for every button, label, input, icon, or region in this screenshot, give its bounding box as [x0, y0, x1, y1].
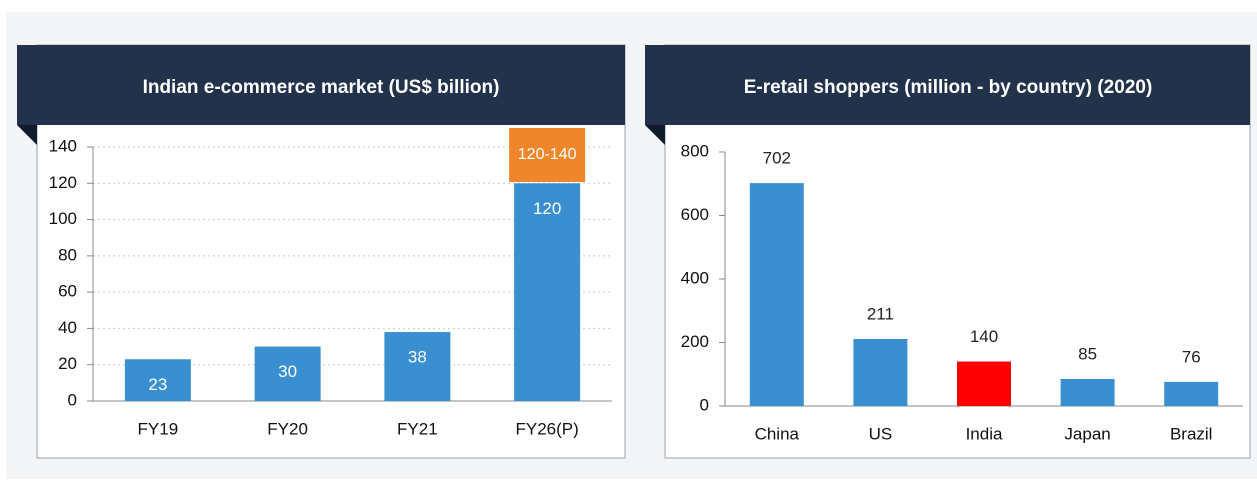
value-label: 120 [533, 199, 561, 218]
y-tick-label: 0 [700, 395, 709, 414]
bar [957, 361, 1011, 406]
value-label: 76 [1182, 347, 1201, 366]
value-label: 702 [763, 149, 791, 168]
bar [1060, 379, 1115, 406]
y-tick-label: 0 [68, 390, 77, 409]
y-tick-label: 200 [681, 332, 709, 351]
bar [514, 183, 581, 401]
y-tick-label: 40 [58, 318, 77, 337]
x-tick-label: FY26(P) [515, 419, 578, 438]
x-tick-label: China [755, 424, 800, 443]
x-tick-label: Japan [1064, 424, 1110, 443]
bar [1164, 381, 1219, 406]
bar [254, 346, 321, 401]
x-tick-label: FY21 [397, 419, 438, 438]
x-tick-label: Brazil [1170, 424, 1213, 443]
x-tick-label: FY20 [267, 419, 308, 438]
bar [384, 332, 451, 401]
annotation: 120-140 [518, 146, 577, 163]
panel-header [645, 45, 1250, 125]
annotation-box [509, 128, 586, 182]
bar [853, 339, 908, 406]
x-tick-label: US [869, 424, 893, 443]
y-tick-label: 60 [58, 282, 77, 301]
chart-title: E-retail shoppers (million - by country)… [744, 77, 1153, 98]
value-label: 30 [278, 362, 297, 381]
value-label: 140 [970, 327, 998, 346]
y-tick-label: 120 [49, 173, 77, 192]
value-label: 211 [867, 304, 894, 323]
value-label: 85 [1078, 344, 1097, 363]
y-tick-label: 400 [681, 268, 709, 287]
header-fold [17, 125, 37, 145]
y-tick-label: 600 [681, 205, 709, 224]
panel-header [17, 45, 625, 125]
bar [749, 183, 804, 406]
panel-2: E-retail shoppers (million - by country)… [645, 44, 1251, 459]
y-tick-label: 140 [49, 136, 77, 155]
y-tick-label: 80 [58, 245, 77, 264]
y-tick-label: 100 [49, 209, 77, 228]
value-label: 23 [148, 375, 167, 394]
y-tick-label: 800 [681, 141, 709, 160]
x-tick-label: FY19 [138, 419, 179, 438]
y-tick-label: 20 [58, 354, 77, 373]
header-fold [645, 125, 665, 145]
bar [124, 359, 191, 401]
chart-title: Indian e-commerce market (US$ billion) [143, 77, 500, 98]
value-label: 38 [408, 348, 427, 367]
x-tick-label: India [966, 424, 1003, 443]
